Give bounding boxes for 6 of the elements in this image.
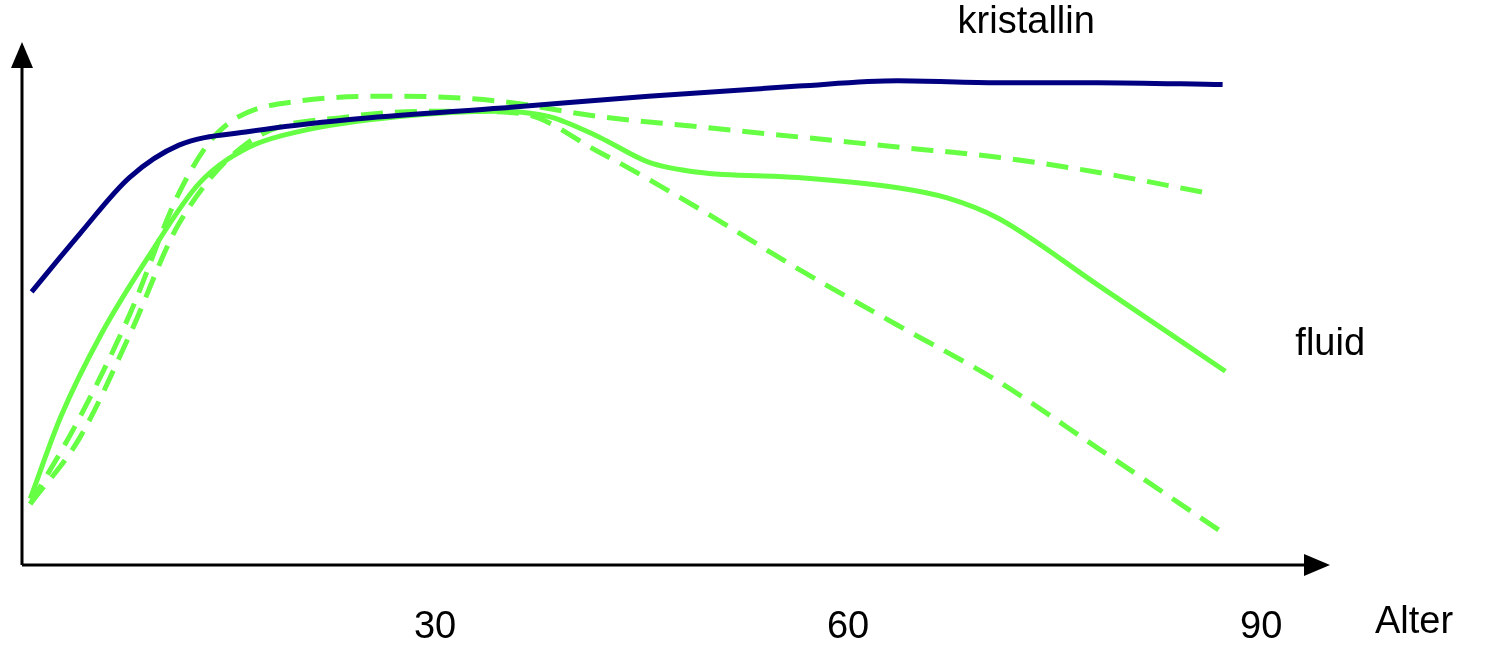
series-label: fluid [1295,320,1366,363]
x-tick-label: 60 [826,604,870,645]
x-tick-label: 90 [1240,604,1283,645]
x-tick-label: 30 [413,604,457,645]
series-label: kristallin [957,0,1095,42]
x-axis-title: Alter [1375,599,1454,642]
